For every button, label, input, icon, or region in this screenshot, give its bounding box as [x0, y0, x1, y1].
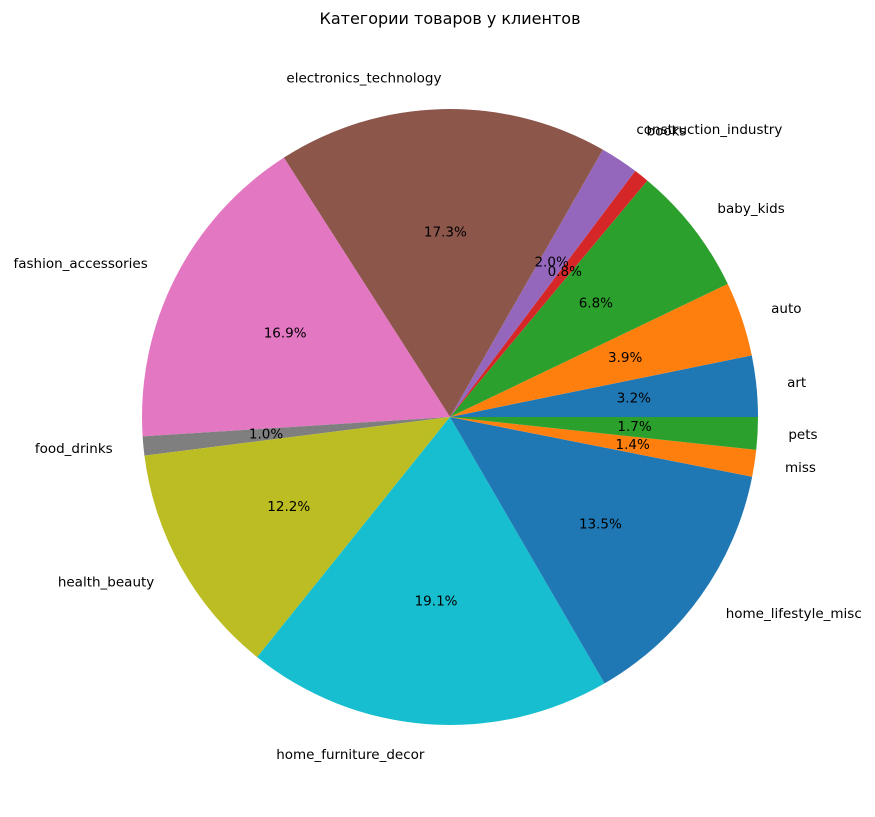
category-label-baby-kids: baby_kids [717, 201, 784, 217]
pie-slices [142, 109, 758, 726]
category-label-auto: auto [771, 301, 801, 317]
category-labels: art auto baby_kids booksconstruction_indust… [13, 70, 861, 763]
pct-label-books: 0.8% [548, 264, 582, 280]
category-label-miss: miss [785, 460, 816, 476]
pie-slice-construction-industry [450, 149, 636, 417]
chart-title: Категории товаров у клиентов [319, 9, 580, 28]
pie-slice-fashion-accessories [142, 157, 450, 437]
pct-label-home-lifestyle-misc: 13.5% [579, 516, 622, 532]
category-label-electronics-technology: electronics_technology [286, 70, 441, 86]
pie-slice-books [450, 170, 648, 417]
pie-slice-home-furniture-decor [257, 417, 605, 726]
pie-slice-auto [450, 283, 752, 417]
category-label-art: art [787, 375, 806, 391]
pct-label-construction-industry: 2.0% [534, 255, 568, 271]
category-label-construction-industry: construction_industry [636, 122, 782, 138]
pct-label-pets: 1.7% [617, 419, 651, 435]
category-label-food-drinks: food_drinks [35, 441, 113, 457]
pie-slice-electronics-technology [283, 109, 603, 417]
pie-slice-pets [450, 417, 758, 450]
category-label-fashion-accessories: fashion_accessories [13, 256, 147, 272]
pct-label-health-beauty: 12.2% [267, 499, 310, 515]
pct-label-fashion-accessories: 16.9% [264, 325, 307, 341]
pct-label-electronics-technology: 17.3% [424, 224, 467, 240]
pct-label-miss: 1.4% [616, 437, 650, 453]
pie-slice-art [450, 355, 758, 417]
pie-slice-home-lifestyle-misc [450, 417, 753, 684]
pie-slice-food-drinks [142, 417, 450, 456]
pct-label-food-drinks: 1.0% [249, 426, 283, 442]
pie-slice-miss [450, 417, 757, 477]
category-label-home-lifestyle-misc: home_lifestyle_misc [726, 606, 862, 622]
category-label-home-furniture-decor: home_furniture_decor [276, 747, 425, 763]
percentage-labels: 3.2% 3.9% 6.8% 0.8%2.0% 17.3% 16.9% 1.0% 12.2% 1… [249, 224, 652, 609]
pie-slice-health-beauty [144, 417, 450, 658]
pct-label-art: 3.2% [617, 390, 651, 406]
category-label-books: books [647, 124, 687, 140]
pct-label-baby-kids: 6.8% [579, 296, 613, 312]
pie-slice-baby-kids [450, 180, 728, 417]
pct-label-home-furniture-decor: 19.1% [415, 593, 458, 609]
category-label-health-beauty: health_beauty [58, 574, 154, 590]
category-label-pets: pets [788, 427, 817, 443]
pct-label-auto: 3.9% [608, 350, 642, 366]
